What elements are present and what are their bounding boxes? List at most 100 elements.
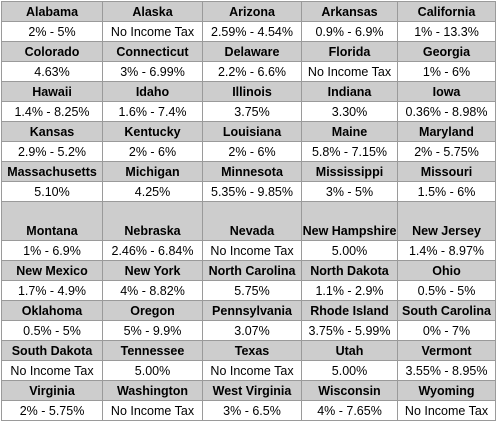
tax-rate-cell: 3.07% (202, 320, 302, 341)
tax-rate-cell: 3.30% (301, 101, 398, 122)
state-name-cell: Florida (301, 41, 398, 62)
state-name-cell: Delaware (202, 41, 302, 62)
state-name-cell: Connecticut (102, 41, 203, 62)
state-name-cell: New Hampshire (301, 201, 398, 241)
state-name-row: Kansas Kentucky Louisiana Maine Maryland (1, 121, 496, 142)
tax-rate-cell: 3.75% - 5.99% (301, 320, 398, 341)
tax-rate-cell: 3% - 6.99% (102, 61, 203, 82)
state-name-cell: Minnesota (202, 161, 302, 182)
tax-rate-cell: 1.5% - 6% (397, 181, 496, 202)
state-name-row: Virginia Washington West Virginia Wiscon… (1, 380, 496, 401)
state-name-cell: Oregon (102, 300, 203, 321)
state-name-cell: Arizona (202, 1, 302, 22)
tax-rate-cell: 1.4% - 8.97% (397, 240, 496, 261)
tax-rate-cell: 2.9% - 5.2% (1, 141, 103, 162)
state-name-cell: Maryland (397, 121, 496, 142)
tax-rate-cell: 3.75% (202, 101, 302, 122)
tax-rate-cell: 5.35% - 9.85% (202, 181, 302, 202)
state-name-cell: Arkansas (301, 1, 398, 22)
tax-rate-cell: 5.10% (1, 181, 103, 202)
state-name-cell: Texas (202, 340, 302, 361)
state-name-cell: Nevada (202, 201, 302, 241)
state-name-cell: Michigan (102, 161, 203, 182)
tax-rate-cell: 1% - 6.9% (1, 240, 103, 261)
state-name-row: Colorado Connecticut Delaware Florida Ge… (1, 41, 496, 62)
tax-rate-cell: 4% - 8.82% (102, 280, 203, 301)
tax-rate-cell: No Income Tax (202, 360, 302, 381)
tax-rate-row: 2.9% - 5.2% 2% - 6% 2% - 6% 5.8% - 7.15%… (1, 141, 496, 162)
tax-rate-cell: No Income Tax (202, 240, 302, 261)
state-name-cell: Mississippi (301, 161, 398, 182)
tax-rate-row: 2% - 5.75% No Income Tax 3% - 6.5% 4% - … (1, 400, 496, 421)
state-name-cell: Washington (102, 380, 203, 401)
tax-rate-cell: 0% - 7% (397, 320, 496, 341)
tax-rate-cell: 3.55% - 8.95% (397, 360, 496, 381)
state-name-cell: New York (102, 260, 203, 281)
state-name-cell: Alaska (102, 1, 203, 22)
state-name-cell: North Dakota (301, 260, 398, 281)
state-name-row: Montana Nebraska Nevada New Hampshire Ne… (1, 201, 496, 241)
state-name-cell: Alabama (1, 1, 103, 22)
state-name-row: Hawaii Idaho Illinois Indiana Iowa (1, 81, 496, 102)
tax-rate-cell: 0.5% - 5% (397, 280, 496, 301)
state-name-row: Oklahoma Oregon Pennsylvania Rhode Islan… (1, 300, 496, 321)
tax-rate-cell: 2% - 5.75% (1, 400, 103, 421)
tax-rate-cell: 2.46% - 6.84% (102, 240, 203, 261)
state-name-cell: Nebraska (102, 201, 203, 241)
state-name-cell: Wisconsin (301, 380, 398, 401)
state-name-cell: Maine (301, 121, 398, 142)
tax-rate-cell: No Income Tax (102, 21, 203, 42)
tax-rate-cell: 1.7% - 4.9% (1, 280, 103, 301)
state-name-row: Alabama Alaska Arizona Arkansas Californ… (1, 1, 496, 22)
state-name-cell: West Virginia (202, 380, 302, 401)
state-name-cell: Utah (301, 340, 398, 361)
state-name-cell: Missouri (397, 161, 496, 182)
state-name-cell: Indiana (301, 81, 398, 102)
state-name-cell: New Mexico (1, 260, 103, 281)
tax-rate-cell: 1% - 13.3% (397, 21, 496, 42)
state-name-cell: Tennessee (102, 340, 203, 361)
tax-rate-cell: 2% - 5.75% (397, 141, 496, 162)
tax-rate-cell: 1.1% - 2.9% (301, 280, 398, 301)
tax-rate-cell: 4.25% (102, 181, 203, 202)
tax-rate-cell: 5.75% (202, 280, 302, 301)
state-name-cell: Idaho (102, 81, 203, 102)
tax-rate-cell: 2% - 6% (202, 141, 302, 162)
tax-rate-row: 1.7% - 4.9% 4% - 8.82% 5.75% 1.1% - 2.9%… (1, 280, 496, 301)
state-name-cell: Pennsylvania (202, 300, 302, 321)
state-name-cell: South Dakota (1, 340, 103, 361)
tax-rate-cell: 3% - 5% (301, 181, 398, 202)
state-name-cell: Hawaii (1, 81, 103, 102)
tax-rate-cell: 3% - 6.5% (202, 400, 302, 421)
tax-rate-row: 1% - 6.9% 2.46% - 6.84% No Income Tax 5.… (1, 240, 496, 261)
tax-rate-cell: 4% - 7.65% (301, 400, 398, 421)
tax-rate-row: 4.63% 3% - 6.99% 2.2% - 6.6% No Income T… (1, 61, 496, 82)
tax-rate-cell: No Income Tax (1, 360, 103, 381)
tax-rate-cell: 1.4% - 8.25% (1, 101, 103, 122)
state-name-cell: Iowa (397, 81, 496, 102)
tax-rate-cell: 2.59% - 4.54% (202, 21, 302, 42)
tax-rate-cell: 0.9% - 6.9% (301, 21, 398, 42)
tax-rate-row: 2% - 5% No Income Tax 2.59% - 4.54% 0.9%… (1, 21, 496, 42)
tax-rate-row: No Income Tax 5.00% No Income Tax 5.00% … (1, 360, 496, 381)
state-name-cell: Kentucky (102, 121, 203, 142)
state-name-cell: Wyoming (397, 380, 496, 401)
state-name-cell: South Carolina (397, 300, 496, 321)
tax-rate-cell: 5.00% (301, 240, 398, 261)
tax-rate-cell: 5.00% (102, 360, 203, 381)
state-name-cell: Montana (1, 201, 103, 241)
tax-rate-row: 0.5% - 5% 5% - 9.9% 3.07% 3.75% - 5.99% … (1, 320, 496, 341)
tax-rate-cell: 2% - 5% (1, 21, 103, 42)
state-name-cell: Virginia (1, 380, 103, 401)
tax-rate-row: 1.4% - 8.25% 1.6% - 7.4% 3.75% 3.30% 0.3… (1, 101, 496, 122)
tax-rate-cell: 0.36% - 8.98% (397, 101, 496, 122)
tax-rate-cell: 0.5% - 5% (1, 320, 103, 341)
state-name-cell: Louisiana (202, 121, 302, 142)
state-income-tax-table: Alabama Alaska Arizona Arkansas Californ… (1, 1, 496, 421)
tax-rate-cell: No Income Tax (397, 400, 496, 421)
state-name-cell: Vermont (397, 340, 496, 361)
state-name-cell: Oklahoma (1, 300, 103, 321)
state-name-cell: North Carolina (202, 260, 302, 281)
state-name-cell: Rhode Island (301, 300, 398, 321)
state-name-cell: California (397, 1, 496, 22)
